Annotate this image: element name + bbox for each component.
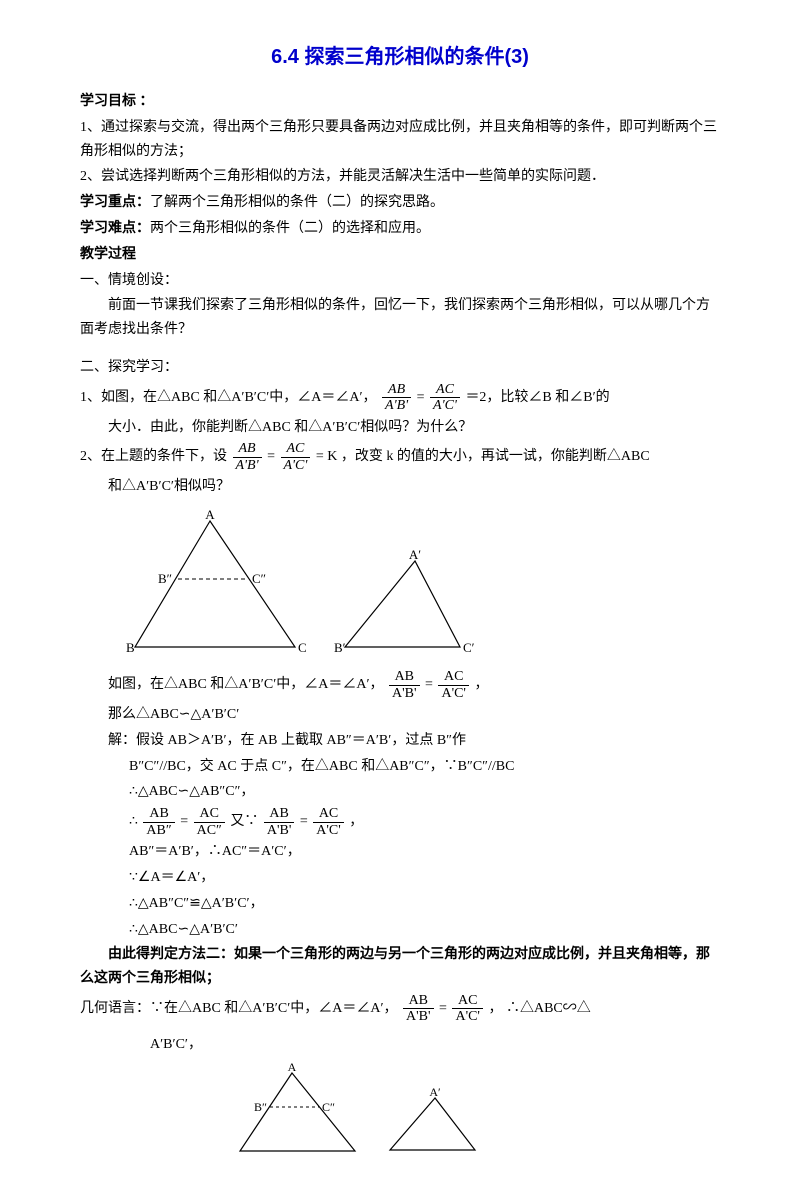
proof-p8: ∵∠A＝∠A′，	[80, 866, 720, 890]
proof-p4: B″C″//BC，交 AC 于点 C″，在△ABC 和△AB″C″，∵B″C″/…	[80, 755, 720, 779]
proof-p6b: ，	[349, 814, 363, 829]
proof-p2: 那么△ABC∽△A′B′C′	[80, 703, 720, 727]
geom-tail: A′B′C′，	[80, 1033, 720, 1057]
difficulty-line: 学习难点：两个三角形相似的条件（二）的选择和应用。	[80, 217, 720, 241]
proof-p6a: ∴	[129, 814, 138, 829]
frac-ab-apbp-1: ABA'B'	[382, 382, 411, 414]
frac-ab-apbp-5: ABA'B'	[403, 993, 434, 1025]
triangle-small-2: A′	[380, 1088, 485, 1158]
difficulty-text: 两个三角形相似的条件（二）的选择和应用。	[150, 221, 430, 236]
q1-text-b: ＝2，比较∠B 和∠B′的	[465, 390, 609, 405]
triangle-large: A B C B″ C″	[120, 509, 320, 659]
frac-ab-apbp-2: ABA'B'	[233, 441, 262, 473]
triangle-large-2: A B″ C″	[230, 1063, 370, 1158]
process-label: 教学过程	[80, 243, 720, 267]
sec1-heading: 一、情境创设：	[80, 269, 720, 293]
proof-p7: AB″＝A′B′，∴AC″＝A′C′，	[80, 840, 720, 864]
goal-label: 学习目标 ：	[80, 94, 154, 109]
proof-p6mid: 又∵	[230, 814, 258, 829]
goal-2: 2、尝试选择判断两个三角形相似的方法，并能灵活解决生活中一些简单的实际问题．	[80, 165, 720, 189]
geom-prefix: 几何语言：∵在△ABC 和△A′B′C′中，∠A＝∠A′，	[80, 1001, 398, 1016]
frac-ac-acpp: ACAC″	[194, 806, 225, 838]
keypoint-line: 学习重点：了解两个三角形相似的条件（二）的探究思路。	[80, 191, 720, 215]
keypoint-text: 了解两个三角形相似的条件（二）的探究思路。	[150, 195, 444, 210]
frac-ac-apcp-4: ACA'C'	[313, 806, 344, 838]
lbl-Cp: C′	[463, 640, 475, 655]
sec2-q1: 1、如图，在△ABC 和△A′B′C′中，∠A＝∠A′， ABA'B' = AC…	[80, 382, 720, 414]
frac-ac-apcp-5: ACA'C'	[452, 993, 483, 1025]
frac-ac-apcp-2: ACA'C'	[281, 441, 311, 473]
lbl-C: C	[298, 640, 307, 655]
q1-text-a: 1、如图，在△ABC 和△A′B′C′中，∠A＝∠A′，	[80, 390, 377, 405]
proof-p1: 如图，在△ABC 和△A′B′C′中，∠A＝∠A′， ABA'B' = ACA'…	[80, 669, 720, 701]
lbl-Ap: A′	[409, 549, 421, 562]
frac-ab-apbp-4: ABA'B'	[264, 806, 295, 838]
figure-row-1: A B C B″ C″ A′ B′ C′	[120, 509, 720, 659]
lbl2-A: A	[288, 1063, 297, 1074]
lbl2-Cpp: C″	[322, 1100, 335, 1114]
geom-line: 几何语言：∵在△ABC 和△A′B′C′中，∠A＝∠A′， ABA'B' = A…	[80, 993, 720, 1025]
sec2-q2: 2、在上题的条件下，设 ABA'B' = ACA'C' = K ，改变 k 的值…	[80, 441, 720, 473]
lbl-Bp: B′	[334, 640, 346, 655]
conclusion: 由此得判定方法二：如果一个三角形的两边与另一个三角形的两边对应成比例，并且夹角相…	[80, 943, 720, 991]
proof-p9: ∴△AB″C″≌△A′B′C′，	[80, 892, 720, 916]
difficulty-label: 学习难点：	[80, 221, 150, 236]
proof-p10: ∴△ABC∽△A′B′C′	[80, 918, 720, 942]
sec2-q1c: 大小．由此，你能判断△ABC 和△A′B′C′相似吗？为什么？	[80, 416, 720, 440]
keypoint-label: 学习重点：	[80, 195, 150, 210]
q2-text-b: ，改变 k 的值的大小，再试一试，你能判断△ABC	[341, 450, 650, 465]
proof-p6: ∴ ABAB″ = ACAC″ 又∵ ABA'B' = ACA'C' ，	[80, 806, 720, 838]
q2-text-a: 2、在上题的条件下，设	[80, 450, 227, 465]
lbl2-Bpp: B″	[254, 1100, 267, 1114]
frac-ac-apcp-1: ACA'C'	[430, 382, 460, 414]
lbl-Bpp: B″	[158, 571, 172, 586]
goal-1: 1、通过探索与交流，得出两个三角形只要具备两边对应成比例，并且夹角相等的条件，即…	[80, 116, 720, 164]
frac-ab-apbp-3: ABA'B'	[389, 669, 420, 701]
sec2-heading: 二、探究学习：	[80, 356, 720, 380]
eqK: = K	[316, 450, 338, 465]
frac-ac-apcp-3: ACA'C'	[438, 669, 469, 701]
proof-p5: ∴△ABC∽△AB″C″，	[80, 780, 720, 804]
sec2-q2c: 和△A′B′C′相似吗？	[80, 475, 720, 499]
triangle-small: A′ B′ C′	[330, 549, 480, 659]
geom-mid: ， ∴△ABC∽△	[488, 1001, 590, 1016]
lbl-Cpp: C″	[252, 571, 266, 586]
lbl-A: A	[205, 509, 215, 522]
proof-p3: 解：假设 AB＞A′B′，在 AB 上截取 AB″＝A′B′，过点 B″作	[80, 729, 720, 753]
figure-row-2: A B″ C″ A′	[230, 1063, 720, 1158]
proof-p1b: ，	[474, 677, 488, 692]
sec1-p1: 前面一节课我们探索了三角形相似的条件，回忆一下，我们探索两个三角形相似，可以从哪…	[80, 294, 720, 342]
lbl2-Ap: A′	[429, 1088, 441, 1099]
page-title: 6.4 探索三角形相似的条件(3)	[80, 40, 720, 74]
frac-ab-abpp: ABAB″	[143, 806, 174, 838]
proof-p1a: 如图，在△ABC 和△A′B′C′中，∠A＝∠A′，	[108, 677, 384, 692]
goal-heading: 学习目标 ：	[80, 90, 720, 114]
lbl-B: B	[126, 640, 135, 655]
